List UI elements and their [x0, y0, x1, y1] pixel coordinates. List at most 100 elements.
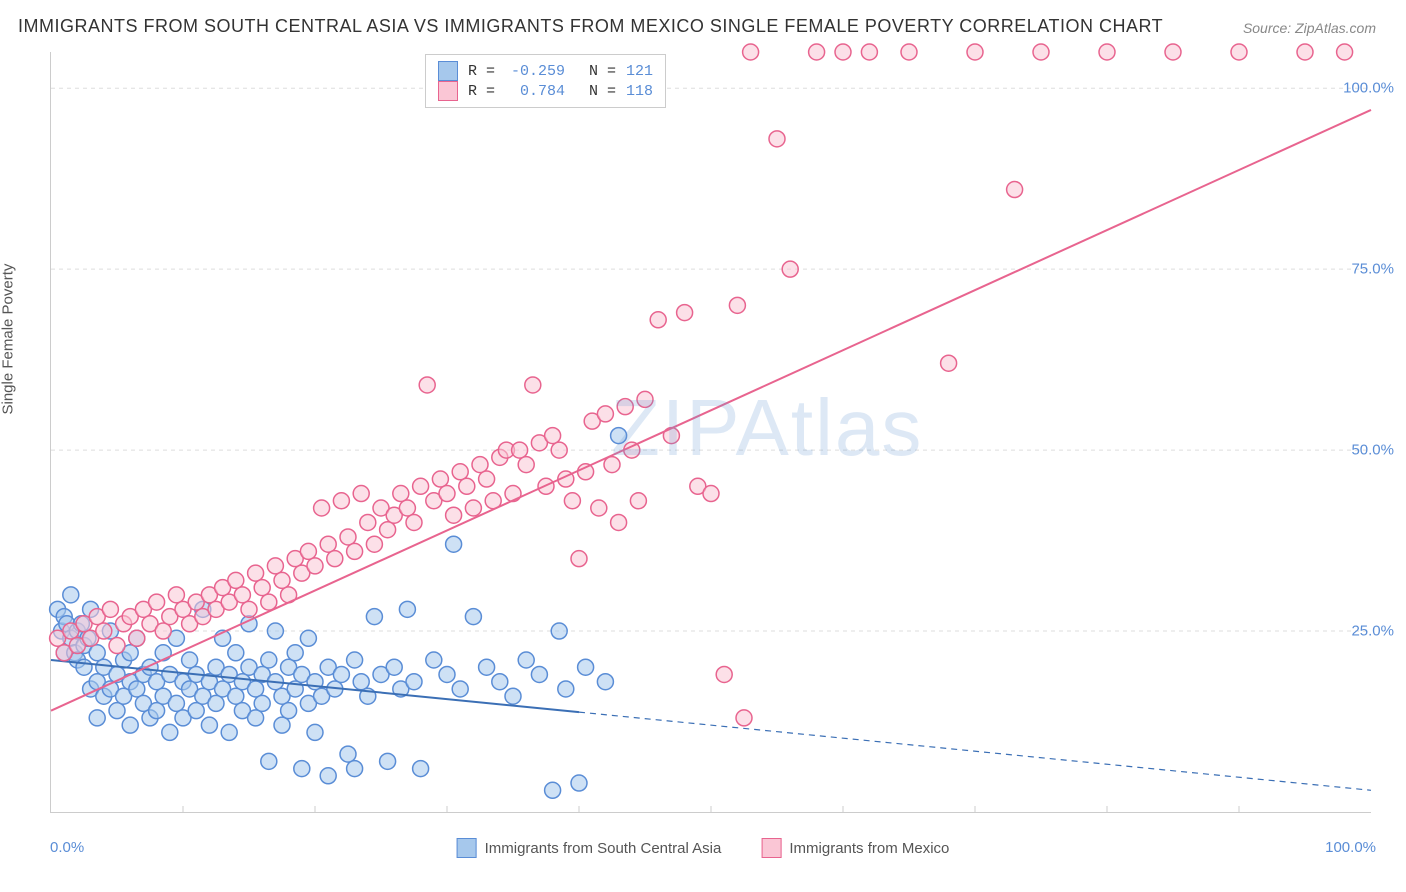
data-point [254, 695, 270, 711]
y-tick-label: 50.0% [1351, 442, 1394, 459]
data-point [525, 377, 541, 393]
data-point [617, 399, 633, 415]
data-point [861, 44, 877, 60]
data-point [736, 710, 752, 726]
data-point [300, 630, 316, 646]
data-point [333, 666, 349, 682]
source-attribution: Source: ZipAtlas.com [1243, 20, 1376, 36]
data-point [479, 659, 495, 675]
data-point [347, 652, 363, 668]
data-point [578, 659, 594, 675]
data-point [386, 659, 402, 675]
legend-item: Immigrants from Mexico [761, 838, 949, 858]
data-point [439, 666, 455, 682]
data-point [129, 681, 145, 697]
data-point [439, 486, 455, 502]
data-point [677, 305, 693, 321]
data-point [221, 724, 237, 740]
data-point [314, 500, 330, 516]
stats-r-value: -0.259 [505, 63, 565, 80]
stats-n-label: N = [589, 83, 616, 100]
y-tick-label: 75.0% [1351, 261, 1394, 278]
data-point [492, 674, 508, 690]
data-point [307, 724, 323, 740]
data-point [109, 638, 125, 654]
y-tick-label: 100.0% [1343, 80, 1394, 97]
data-point [228, 645, 244, 661]
data-point [96, 623, 112, 639]
data-point [340, 746, 356, 762]
data-point [597, 406, 613, 422]
data-point [188, 703, 204, 719]
data-point [307, 558, 323, 574]
data-point [393, 486, 409, 502]
data-point [597, 674, 613, 690]
data-point [901, 44, 917, 60]
data-point [1297, 44, 1313, 60]
data-point [1033, 44, 1049, 60]
data-point [459, 478, 475, 494]
data-point [531, 666, 547, 682]
stats-n-value: 121 [626, 63, 653, 80]
data-point [452, 681, 468, 697]
data-point [208, 695, 224, 711]
data-point [472, 457, 488, 473]
data-point [432, 471, 448, 487]
data-point [347, 761, 363, 777]
data-point [571, 551, 587, 567]
data-point [591, 500, 607, 516]
data-point [769, 131, 785, 147]
data-point [327, 551, 343, 567]
stats-r-label: R = [468, 63, 495, 80]
data-point [274, 717, 290, 733]
data-point [465, 609, 481, 625]
data-point [267, 623, 283, 639]
data-point [89, 710, 105, 726]
data-point [413, 761, 429, 777]
data-point [162, 724, 178, 740]
data-point [149, 703, 165, 719]
data-point [558, 681, 574, 697]
data-point [294, 761, 310, 777]
data-point [248, 681, 264, 697]
data-point [248, 565, 264, 581]
data-point [261, 594, 277, 610]
data-point [333, 493, 349, 509]
data-point [941, 355, 957, 371]
chart-title: IMMIGRANTS FROM SOUTH CENTRAL ASIA VS IM… [18, 16, 1163, 37]
data-point [168, 695, 184, 711]
x-tick-right: 100.0% [1325, 839, 1376, 856]
x-tick-left: 0.0% [50, 839, 84, 856]
data-point [406, 514, 422, 530]
y-axis-label: Single Female Poverty [0, 264, 17, 415]
data-point [650, 312, 666, 328]
data-point [129, 630, 145, 646]
data-point [300, 543, 316, 559]
bottom-legend: Immigrants from South Central AsiaImmigr… [457, 838, 950, 858]
data-point [716, 666, 732, 682]
data-point [122, 717, 138, 733]
data-point [182, 652, 198, 668]
data-point [201, 717, 217, 733]
data-point [380, 753, 396, 769]
data-point [366, 536, 382, 552]
legend-swatch [457, 838, 477, 858]
data-point [261, 652, 277, 668]
data-point [168, 587, 184, 603]
data-point [102, 601, 118, 617]
data-point [149, 594, 165, 610]
data-point [551, 623, 567, 639]
data-point [518, 652, 534, 668]
data-point [743, 44, 759, 60]
stats-row: R = 0.784N = 118 [438, 81, 653, 101]
y-tick-label: 25.0% [1351, 623, 1394, 640]
data-point [347, 543, 363, 559]
data-point [89, 645, 105, 661]
data-point [1337, 44, 1353, 60]
data-point [353, 674, 369, 690]
data-point [399, 601, 415, 617]
data-point [228, 572, 244, 588]
data-point [729, 297, 745, 313]
chart-container: IMMIGRANTS FROM SOUTH CENTRAL ASIA VS IM… [0, 0, 1406, 892]
data-point [1099, 44, 1115, 60]
